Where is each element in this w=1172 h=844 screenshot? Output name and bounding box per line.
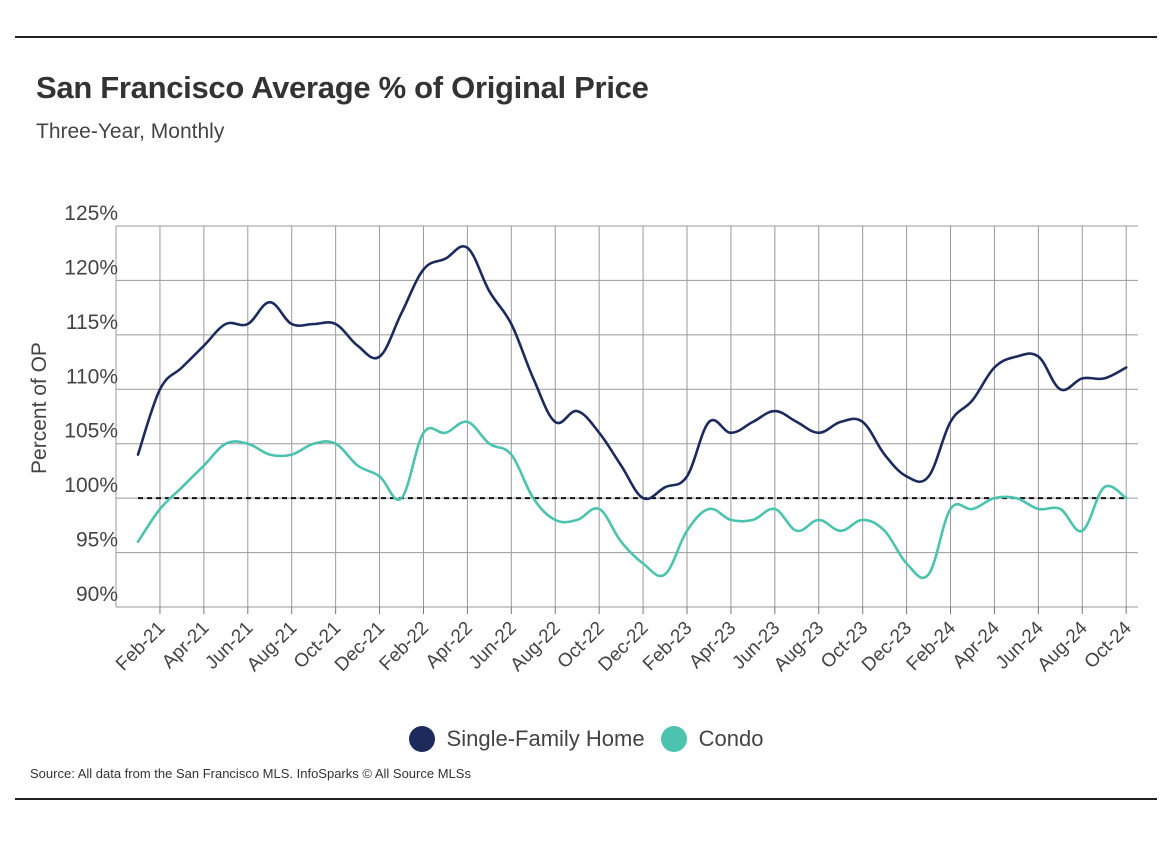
series-line-condo [136, 420, 1128, 580]
x-tick-label: Aug-22 [507, 618, 565, 676]
legend: Single-Family Home Condo [0, 726, 1172, 752]
x-tick-label: Feb-24 [903, 617, 961, 675]
y-tick-label: 105% [64, 420, 118, 443]
y-axis-ticks: 90% 95% 100% 105% 110% 115% 120% 125% [64, 202, 118, 606]
legend-label-single-family: Single-Family Home [446, 726, 645, 751]
legend-item-single-family: Single-Family Home [408, 726, 645, 752]
y-axis-label: Percent of OP [28, 342, 51, 474]
x-tick-label: Feb-22 [376, 618, 433, 675]
x-axis-ticks: Feb-21Apr-21Jun-21Aug-21Oct-21Dec-21Feb-… [112, 617, 1136, 675]
x-tick-label: Apr-22 [422, 618, 477, 673]
x-tick-label: Dec-23 [858, 618, 916, 676]
source-note: Source: All data from the San Francisco … [30, 766, 471, 781]
y-tick-label: 115% [66, 311, 118, 334]
x-tick-label: Dec-22 [594, 618, 652, 676]
y-tick-label: 95% [76, 529, 118, 552]
series-lines [136, 245, 1128, 580]
grid [115, 225, 1138, 614]
x-tick-label: Apr-23 [685, 618, 740, 673]
x-tick-label: Oct-24 [1081, 617, 1136, 672]
legend-item-condo: Condo [660, 726, 764, 752]
legend-label-condo: Condo [698, 726, 764, 751]
legend-swatch-condo [660, 726, 687, 752]
y-tick-label: 110% [66, 365, 118, 388]
x-tick-label: Aug-23 [770, 618, 828, 676]
y-tick-label: 120% [64, 256, 118, 279]
chart-title: San Francisco Average % of Original Pric… [36, 70, 649, 105]
x-tick-label: Feb-23 [639, 618, 696, 675]
series-line-single-family-home [136, 245, 1128, 501]
x-tick-label: Apr-21 [158, 618, 213, 673]
x-tick-label: Aug-21 [243, 618, 301, 676]
y-tick-label: 100% [64, 474, 118, 497]
x-tick-label: Feb-21 [112, 618, 169, 675]
x-tick-label: Dec-21 [331, 618, 389, 676]
bottom-rule [15, 798, 1157, 800]
legend-swatch-single-family [408, 726, 435, 752]
y-tick-label: 125% [64, 202, 118, 225]
top-rule [15, 36, 1157, 38]
x-tick-label: Apr-24 [949, 617, 1004, 672]
x-tick-label: Aug-24 [1034, 617, 1092, 675]
chart-subtitle: Three-Year, Monthly [36, 120, 225, 143]
y-tick-label: 90% [76, 583, 118, 606]
